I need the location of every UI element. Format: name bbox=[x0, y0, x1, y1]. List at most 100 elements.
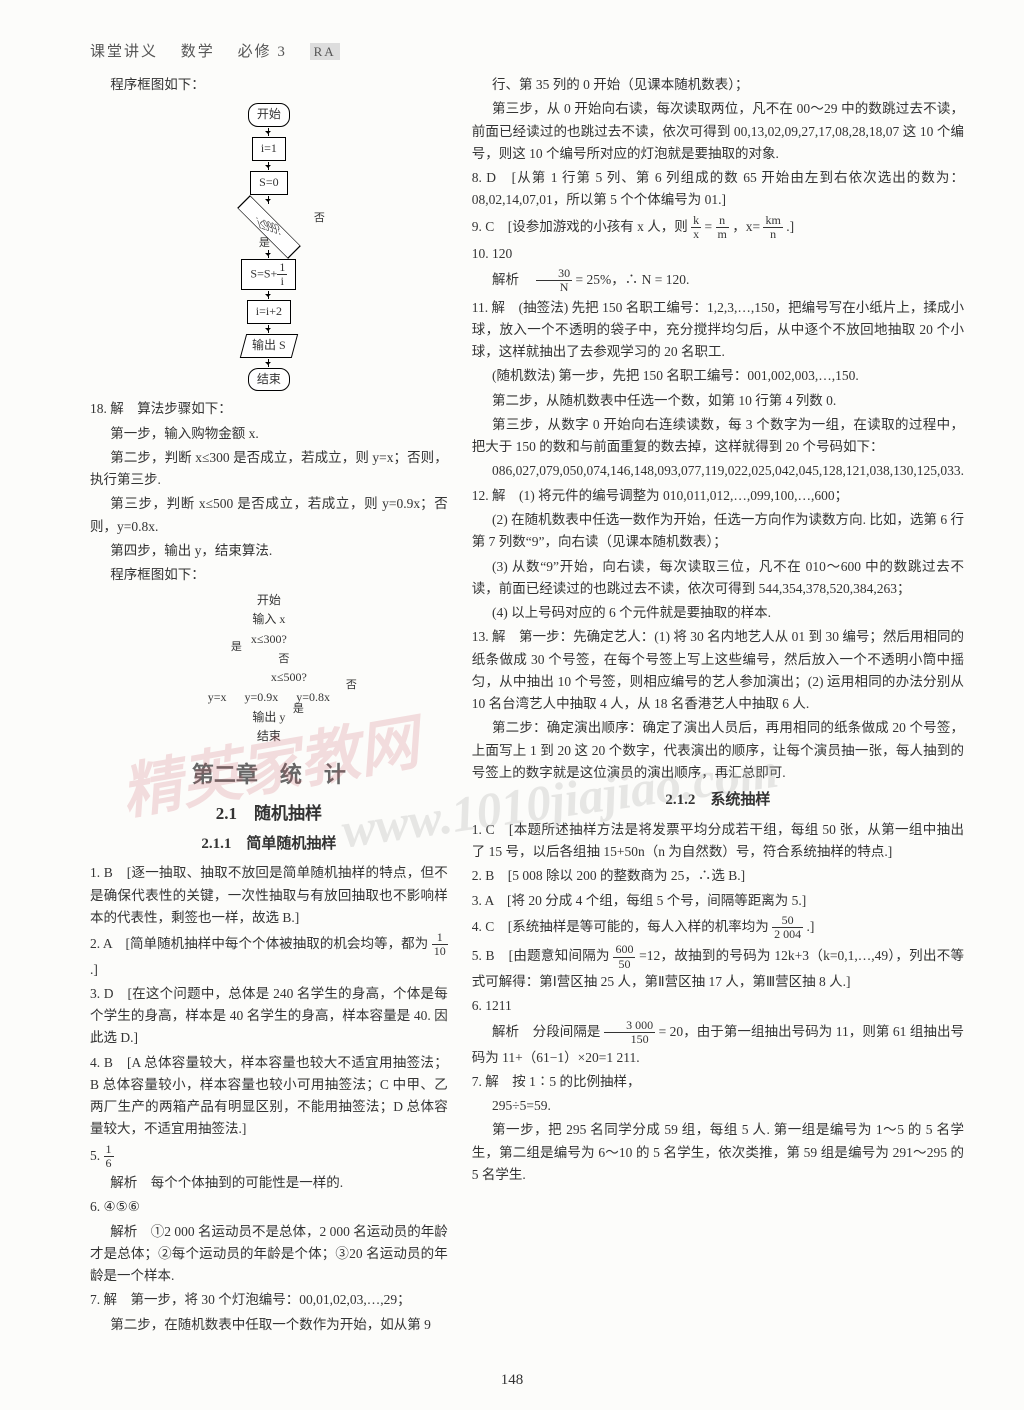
answer-item: 行、第 35 列的 0 开始（见课本随机数表）； bbox=[472, 74, 964, 96]
answer-item: 13. 解 第一步：先确定艺人：(1) 将 30 名内地艺人从 01 到 30 … bbox=[472, 626, 964, 715]
answer-item: 第三步，从数字 0 开始向右连续读数，每 3 个数字为一组，在读取的过程中，把大… bbox=[472, 414, 964, 459]
label-yes: 是 bbox=[293, 700, 304, 718]
flowchart-2: 开始 输入 x 是 x≤300? 否 x≤500? 否 是 y=x y=0.9x bbox=[90, 591, 448, 748]
page-header: 课堂讲义 数学 必修 3 RA bbox=[90, 40, 964, 64]
q2-end: .] bbox=[90, 962, 98, 977]
answer-item: 1. C [本题所述抽样方法是将发票平均分成若干组，每组 50 张，从第一组中抽… bbox=[472, 819, 964, 864]
q18-flow-intro: 程序框图如下： bbox=[90, 564, 448, 586]
answer-item: 6. ④⑤⑥ bbox=[90, 1196, 448, 1218]
answer-item: 4. B [A 总体容量较大，样本容量也较大不适宜用抽签法；B 总体容量较小，样… bbox=[90, 1052, 448, 1141]
header-volume: 必修 3 bbox=[238, 44, 287, 60]
note-a: 解析 bbox=[492, 272, 533, 287]
q9-mid: ，x= bbox=[732, 218, 760, 233]
fraction: 3 000150 bbox=[604, 1019, 655, 1046]
page-number: 148 bbox=[501, 1368, 524, 1392]
q18-step: 第三步，判断 x≤500 是否成立，若成立，则 y=0.9x；否则，y=0.8x… bbox=[90, 493, 448, 538]
frac-den: N bbox=[536, 281, 572, 294]
fraction: 16 bbox=[104, 1143, 114, 1170]
answer-item: (随机数法) 第一步，先把 150 名职工编号：001,002,003,…,15… bbox=[472, 365, 964, 387]
flow-arrow bbox=[268, 291, 269, 299]
frac-num: 30 bbox=[536, 267, 572, 281]
flow-branch-row: y=x y=0.9x y=0.8x bbox=[208, 688, 330, 708]
flow-box: y=x bbox=[208, 688, 227, 708]
flow-output: 输出 y bbox=[252, 708, 285, 728]
fraction: 502 004 bbox=[772, 914, 803, 941]
answer-item: 7. 解 按 1∶5 的比例抽样， bbox=[472, 1071, 964, 1093]
frac-num: 1 bbox=[432, 931, 448, 945]
frac-num: n bbox=[716, 214, 729, 228]
flow-arrow bbox=[268, 250, 269, 258]
answer-item: 1. B [逐一抽取、抽取不放回是简单随机抽样的特点，但不是确保代表性的关键，一… bbox=[90, 862, 448, 929]
label-no: 否 bbox=[278, 650, 289, 668]
frac-den: 10 bbox=[432, 945, 448, 958]
q18-step: 第一步，输入购物金额 x. bbox=[90, 423, 448, 445]
answer-item: 3. D [在这个问题中，总体是 240 名学生的身高，个体是每个学生的身高，样… bbox=[90, 983, 448, 1050]
header-course: 数学 bbox=[181, 44, 215, 60]
answer-item: 2. B [5 008 除以 200 的整数商为 25，∴选 B.] bbox=[472, 865, 964, 887]
answer-item: 5. B [由题意知间隔为 60050 =12，故抽到的号码为 12k+3（k=… bbox=[472, 943, 964, 993]
fraction: 60050 bbox=[613, 943, 635, 970]
answer-item: 第一步，把 295 名同学分成 59 组，每组 5 人. 第一组是编号为 1～5… bbox=[472, 1119, 964, 1186]
answer-item: 第二步，从随机数表中任选一个数，如第 10 行第 4 列数 0. bbox=[472, 390, 964, 412]
answer-item: 2. A [简单随机抽样中每个个体被抽取的机会均等，都为 110 .] bbox=[90, 931, 448, 981]
answer-item: 7. 解 第一步，将 30 个灯泡编号：00,01,02,03,…,29； bbox=[90, 1289, 448, 1311]
frac-den: 150 bbox=[604, 1033, 655, 1046]
q5-label: 5. bbox=[90, 1147, 100, 1162]
answer-item: 295÷5=59. bbox=[472, 1095, 964, 1117]
answer-item: 9. C [设参加游戏的小孩有 x 人，则 kx = nm ，x= kmn .] bbox=[472, 214, 964, 241]
answer-item: 第二步，在随机数表中任取一个数作为开始，如从第 9 bbox=[90, 1314, 448, 1336]
answer-item: (2) 在随机数表中任选一数作为开始，任选一方向作为读数方向. 比如，选第 6 … bbox=[472, 509, 964, 554]
header-edition: RA bbox=[310, 43, 340, 60]
flow-box: S=0 bbox=[250, 171, 287, 195]
answer-item: 6. 1211 bbox=[472, 995, 964, 1017]
r4-a: 4. C [系统抽样是等可能的，每人入样的机率均为 bbox=[472, 919, 769, 934]
right-column: 行、第 35 列的 0 开始（见课本随机数表）； 第三步，从 0 开始向右读，每… bbox=[472, 74, 964, 1338]
flow-start: 开始 bbox=[248, 103, 290, 127]
answer-item: 第二步：确定演出顺序：确定了演出人员后，再用相同的纸条做成 20 个号签，上面写… bbox=[472, 717, 964, 784]
q18-step: 第四步，输出 y，结束算法. bbox=[90, 540, 448, 562]
note-b: = 25%，∴ N = 120. bbox=[576, 272, 690, 287]
two-column-layout: 程序框图如下： 开始 i=1 S=0 i≤999? 否 是 S=S+1i i=i… bbox=[90, 74, 964, 1338]
frac-num: 3 000 bbox=[604, 1019, 655, 1033]
frac-den: 2 004 bbox=[772, 928, 803, 941]
q18-intro: 18. 解 算法步骤如下： bbox=[90, 398, 448, 420]
frac-num: 600 bbox=[613, 943, 635, 957]
flow-arrow bbox=[268, 359, 269, 367]
fraction: nm bbox=[716, 214, 729, 241]
answer-note: 解析 30N = 25%，∴ N = 120. bbox=[472, 267, 964, 294]
flow-arrow bbox=[268, 196, 269, 204]
fraction: kx bbox=[691, 214, 701, 241]
fraction: kmn bbox=[763, 214, 782, 241]
answer-item: 8. D [从第 1 行第 5 列、第 6 列组成的数 65 开始由左到右依次选… bbox=[472, 167, 964, 212]
flow-box: S=S+1i bbox=[241, 259, 296, 290]
frac-num: k bbox=[691, 214, 701, 228]
answer-item: 5. 16 bbox=[90, 1143, 448, 1170]
answer-note: 解析 ①2 000 名运动员不是总体，2 000 名运动员的年龄才是总体；②每个… bbox=[90, 1221, 448, 1288]
frac-num: km bbox=[763, 214, 782, 228]
r4-b: .] bbox=[807, 919, 815, 934]
cond-text: x≤300? bbox=[251, 632, 287, 646]
label-no: 否 bbox=[314, 209, 325, 227]
label-yes: 是 bbox=[231, 638, 242, 656]
answer-item: 086,027,079,050,074,146,148,093,077,119,… bbox=[472, 460, 964, 482]
frac-num: 50 bbox=[772, 914, 803, 928]
label-no: 否 bbox=[346, 676, 357, 694]
frac-den: 6 bbox=[104, 1157, 114, 1170]
flow-arrow bbox=[268, 325, 269, 333]
flow-intro: 程序框图如下： bbox=[90, 74, 448, 96]
flow-box: i=1 bbox=[252, 137, 286, 161]
frac-den: m bbox=[716, 228, 729, 241]
answer-item: 4. C [系统抽样是等可能的，每人入样的机率均为 502 004 .] bbox=[472, 914, 964, 941]
q18-step: 第二步，判断 x≤300 是否成立，若成立，则 y=x；否则，执行第三步. bbox=[90, 447, 448, 492]
answer-note: 解析 每个个体抽到的可能性是一样的. bbox=[90, 1172, 448, 1194]
subsection-heading: 2.1.2 系统抽样 bbox=[472, 788, 964, 813]
page: 课堂讲义 数学 必修 3 RA 程序框图如下： 开始 i=1 S=0 i≤999… bbox=[0, 0, 1024, 1410]
eq: = bbox=[705, 218, 713, 233]
q9-text: 9. C [设参加游戏的小孩有 x 人，则 bbox=[472, 218, 688, 233]
answer-item: (3) 从数“9”开始，向右读，每次读取三位，凡不在 010～600 中的数跳过… bbox=[472, 556, 964, 601]
flow-output: 输出 S bbox=[240, 334, 298, 358]
flow-arrow bbox=[268, 128, 269, 136]
section-heading: 2.1 随机抽样 bbox=[90, 800, 448, 828]
cond-text: x≤500? bbox=[271, 670, 307, 684]
answer-item: 10. 120 bbox=[472, 243, 964, 265]
